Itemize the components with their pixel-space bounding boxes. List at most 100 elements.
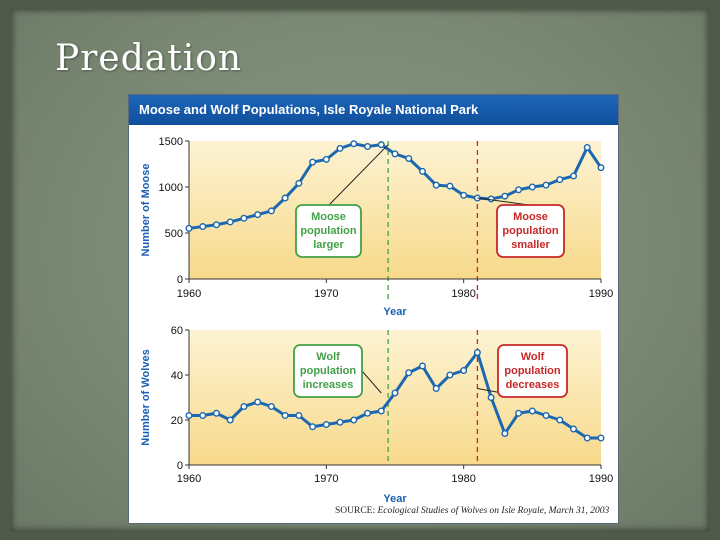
moose-data-point	[350, 140, 358, 148]
wolves-data-point	[542, 412, 550, 420]
wolf-increases-callout-text: Wolf	[316, 351, 340, 363]
moose-data-point	[295, 179, 303, 187]
moose-smaller-callout-box	[496, 204, 565, 258]
source-citation: SOURCE: Ecological Studies of Wolves on …	[335, 506, 609, 516]
wolf-decreases-callout-text: population	[504, 365, 560, 377]
wolves-data-point	[281, 412, 289, 420]
wolves-data-point	[267, 403, 275, 411]
moose-ytick-label: 500	[165, 228, 183, 240]
moose-smaller-callout-text: population	[502, 225, 558, 237]
moose-x-axis-title: Year	[383, 306, 407, 318]
chart-figure: 0 500 1000 1500 1960 1970 1980 1990 Number of Mo…	[128, 94, 619, 524]
wolves-xtick-label: 1980	[451, 473, 475, 485]
moose-data-point	[583, 143, 591, 151]
moose-data-point	[212, 221, 220, 229]
moose-xtick-label: 1960	[177, 288, 201, 300]
wolf-decreases-callout-box	[497, 344, 568, 398]
wolves-data-point	[528, 407, 536, 415]
moose-data-point	[418, 167, 426, 175]
moose-data-point	[309, 158, 317, 166]
wolves-data-point	[240, 403, 248, 411]
wolves-data-point	[377, 407, 385, 415]
moose-ytick-label: 1500	[159, 136, 183, 148]
wolf-increases-callout-text: increases	[303, 379, 354, 391]
slide-title: Predation	[55, 38, 243, 79]
moose-data-point	[556, 176, 564, 184]
slide: Predation 0 500 1000 1500 1960 1970 1980 1990 Nu…	[10, 8, 710, 532]
source-text: Ecological Studies of Wolves on Isle Roy…	[377, 506, 610, 516]
wolves-data-point	[336, 418, 344, 426]
moose-data-point	[597, 164, 605, 172]
wolves-data-point	[405, 369, 413, 377]
wolves-data-point	[515, 409, 523, 417]
wolf-decreases-callout-text: Wolf	[521, 351, 545, 363]
moose-data-point	[487, 195, 495, 203]
moose-y-axis-title: Number of Moose	[140, 164, 152, 257]
moose-data-point	[267, 207, 275, 215]
moose-data-point	[542, 181, 550, 189]
wolves-data-point	[556, 416, 564, 424]
wolves-data-point	[309, 423, 317, 431]
moose-data-point	[364, 143, 372, 151]
wolves-data-point	[364, 409, 372, 417]
wolves-ytick-label: 40	[171, 370, 183, 382]
moose-data-point	[281, 194, 289, 202]
wolves-xtick-label: 1970	[314, 473, 338, 485]
wolves-data-point	[487, 394, 495, 402]
wolves-data-point	[583, 434, 591, 442]
moose-data-point	[460, 191, 468, 199]
moose-larger-callout-text: population	[300, 225, 356, 237]
wolves-data-point	[460, 367, 468, 375]
moose-smaller-callout-text: smaller	[511, 239, 550, 251]
wolves-y-axis-title: Number of Wolves	[140, 349, 152, 445]
moose-ytick-label: 1000	[159, 182, 183, 194]
wolves-x-axis-title: Year	[383, 493, 407, 505]
moose-data-point	[446, 182, 454, 190]
chart-title: Moose and Wolf Populations, Isle Royale …	[129, 95, 618, 125]
moose-data-point	[322, 155, 330, 163]
moose-data-point	[515, 186, 523, 194]
wolves-data-point	[295, 412, 303, 420]
moose-data-point	[336, 144, 344, 152]
wolves-ytick-label: 20	[171, 415, 183, 427]
wolves-data-point	[501, 430, 509, 438]
source-label: SOURCE:	[335, 506, 376, 516]
moose-ytick-label: 0	[177, 274, 183, 286]
moose-data-point	[432, 181, 440, 189]
wolves-data-point	[418, 362, 426, 370]
wolves-data-point	[446, 371, 454, 379]
wolf-decreases-callout-text: decreases	[506, 379, 560, 391]
wolf-increases-leader-line	[361, 370, 382, 394]
moose-data-point	[254, 211, 262, 219]
wolves-data-point	[391, 389, 399, 397]
moose-data-point	[501, 192, 509, 200]
wolves-data-point	[212, 409, 220, 417]
wolf-increases-callout-text: population	[300, 365, 356, 377]
moose-data-point	[528, 183, 536, 191]
moose-data-point	[226, 218, 234, 226]
wolves-data-point	[199, 412, 207, 420]
moose-larger-callout-box	[295, 204, 362, 258]
wolves-ytick-label: 0	[177, 460, 183, 472]
wolves-data-point	[350, 416, 358, 424]
wolves-data-point	[597, 434, 605, 442]
moose-data-point	[377, 141, 385, 149]
moose-larger-callout-text: Moose	[311, 211, 346, 223]
wolves-data-point	[570, 425, 578, 433]
moose-data-point	[185, 224, 193, 232]
moose-data-point	[405, 154, 413, 162]
wolves-data-point	[473, 348, 481, 356]
wolves-data-point	[226, 416, 234, 424]
wolves-data-point	[185, 412, 193, 420]
moose-xtick-label: 1980	[451, 288, 475, 300]
moose-larger-callout-text: larger	[313, 239, 344, 251]
moose-xtick-label: 1970	[314, 288, 338, 300]
wolves-xtick-label: 1990	[589, 473, 613, 485]
moose-smaller-callout-text: Moose	[513, 211, 548, 223]
wolf-increases-callout-box	[293, 344, 363, 398]
wolves-ytick-label: 60	[171, 325, 183, 337]
wolves-data-point	[432, 385, 440, 393]
wolves-data-point	[254, 398, 262, 406]
moose-larger-leader-line	[328, 144, 389, 206]
moose-xtick-label: 1990	[589, 288, 613, 300]
